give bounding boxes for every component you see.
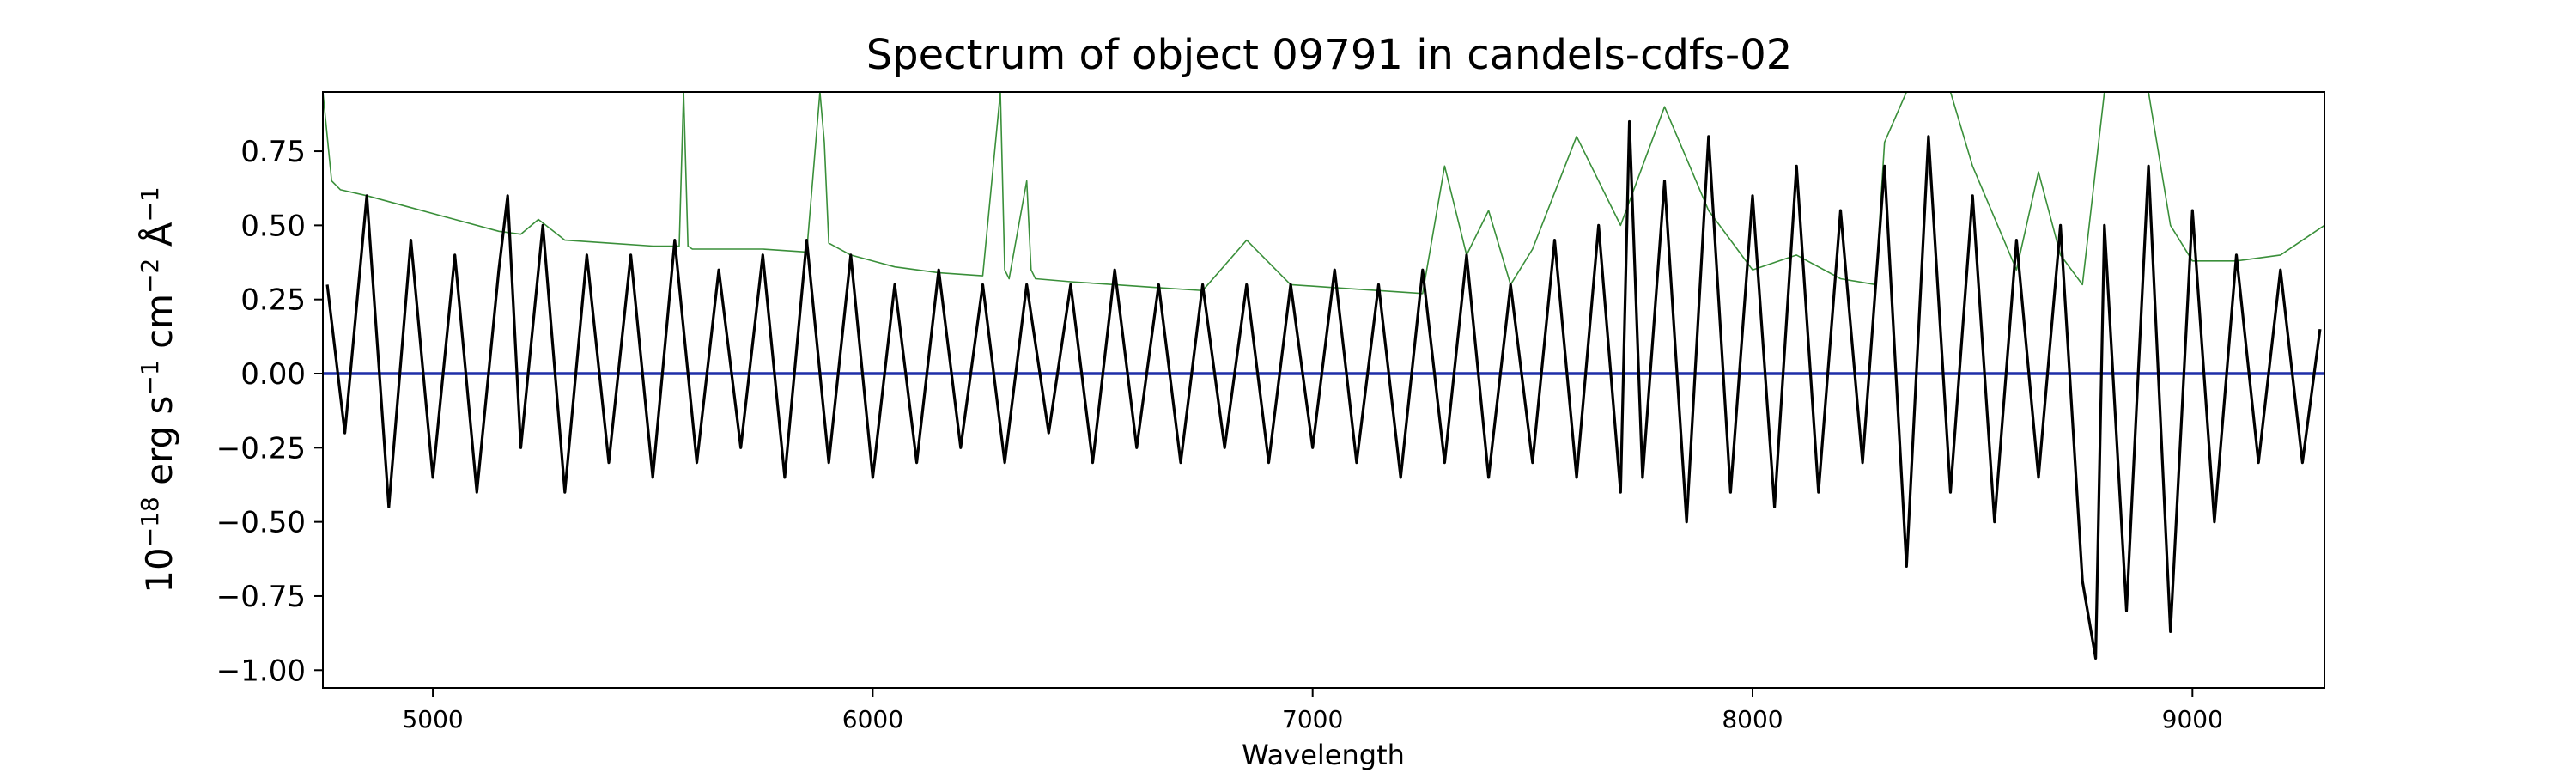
y-label-exp1: −18	[136, 496, 164, 547]
y-tick-label: −0.50	[216, 506, 306, 540]
y-tick-label: −0.25	[216, 431, 306, 466]
y-label-exp2: −1	[136, 360, 164, 395]
y-tick-label: 0.25	[240, 283, 306, 318]
y-tick-label: 0.00	[240, 357, 306, 392]
y-label-ang: Å	[137, 222, 180, 258]
y-label-exp4: −1	[136, 186, 164, 222]
x-axis: 5000 6000 7000 8000 9000	[402, 688, 2223, 733]
y-tick-label: 0.50	[240, 209, 306, 243]
y-label-exp3: −2	[136, 259, 164, 294]
chart-title: Spectrum of object 09791 in candels-cdfs…	[866, 31, 1793, 79]
y-label-erg: erg s	[138, 396, 180, 497]
series-line-flux	[325, 119, 2322, 660]
y-label-base: 10	[138, 547, 180, 593]
y-axis: −1.00 −0.75 −0.50 −0.25 0.00 0.25 0.50 0.75	[216, 135, 323, 688]
y-label-cm: cm	[138, 294, 180, 360]
x-axis-label: Wavelength	[1242, 739, 1405, 771]
y-axis-label: 10−18 erg s−1 cm−2 Å−1	[136, 186, 180, 593]
y-tick-label: −0.75	[216, 580, 306, 614]
y-tick-label: −1.00	[216, 654, 306, 688]
plot-frame	[322, 91, 2325, 689]
series-line-noise	[323, 92, 2324, 295]
y-tick-label: 0.75	[240, 135, 306, 169]
x-tick-label: 9000	[2162, 705, 2223, 733]
x-tick-label: 5000	[402, 705, 463, 733]
x-tick-label: 7000	[1282, 705, 1343, 733]
x-tick-label: 6000	[842, 705, 903, 733]
series-layer	[323, 92, 2324, 660]
x-tick-label: 8000	[1722, 705, 1783, 733]
